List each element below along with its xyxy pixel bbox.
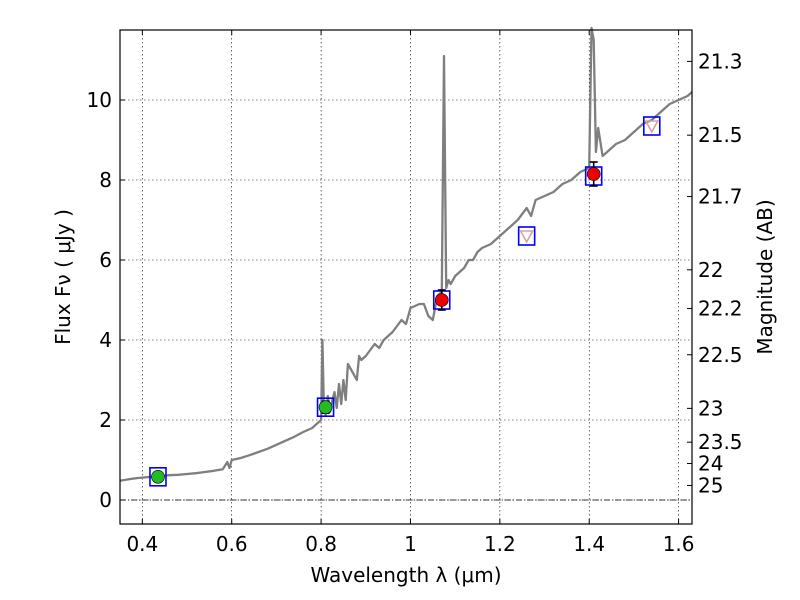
magnitude-tick-label: 23.5: [698, 430, 743, 454]
x-tick-label: 0.4: [126, 532, 158, 556]
observed-data-point: [151, 469, 165, 484]
upper-limit-marker: [519, 230, 535, 244]
magnitude-tick-label: 21.3: [698, 49, 743, 73]
chart-markers: [149, 116, 661, 487]
x-tick-label: 0.8: [305, 532, 337, 556]
plot-frame: [119, 29, 693, 525]
x-tick-label: 1: [404, 532, 417, 556]
model-photometry-square: [517, 226, 536, 246]
magnitude-tick-label: 23: [698, 396, 723, 420]
spectrum-line: [119, 26, 693, 482]
y-tick-label: 8: [99, 168, 112, 192]
x-axis-label: Wavelength λ (μm): [310, 563, 501, 587]
y2-axis-label: Magnitude (AB): [753, 199, 777, 354]
chart-series: [119, 26, 693, 482]
tick-labels: 0.4 0.6 0.8 1 1.2 1.4 1.6024681021.321.521.722…: [87, 49, 743, 556]
model-photometry-square: [642, 116, 661, 136]
y-tick-label: 4: [99, 328, 112, 352]
y-axis-label: Flux Fν ( μJy ): [51, 209, 75, 345]
magnitude-tick-label: 22.2: [698, 297, 743, 321]
y-tick-label: 10: [87, 88, 112, 112]
x-tick-label: 1.4: [573, 532, 605, 556]
y-tick-label: 6: [99, 248, 112, 272]
magnitude-tick-label: 21.7: [698, 185, 743, 209]
magnitude-tick-label: 22.5: [698, 343, 743, 367]
model-photometry-square: [149, 466, 167, 487]
grid-lines: [120, 30, 692, 524]
magnitude-tick-label: 24: [698, 452, 723, 476]
observed-data-point: [434, 293, 449, 307]
x-tick-label: 1.2: [484, 532, 516, 556]
axis-ticks: [120, 30, 692, 524]
x-tick-label: 0.6: [216, 532, 248, 556]
x-tick-label: 1.6: [663, 532, 695, 556]
magnitude-tick-label: 22: [698, 258, 723, 282]
y-tick-label: 2: [99, 408, 112, 432]
model-photometry-square: [316, 397, 335, 418]
observed-data-point: [586, 167, 601, 181]
upper-limit-marker: [644, 120, 660, 134]
magnitude-tick-label: 25: [698, 473, 723, 497]
observed-data-point: [318, 400, 333, 415]
y-tick-label: 0: [99, 488, 112, 512]
magnitude-tick-label: 21.5: [698, 123, 743, 147]
